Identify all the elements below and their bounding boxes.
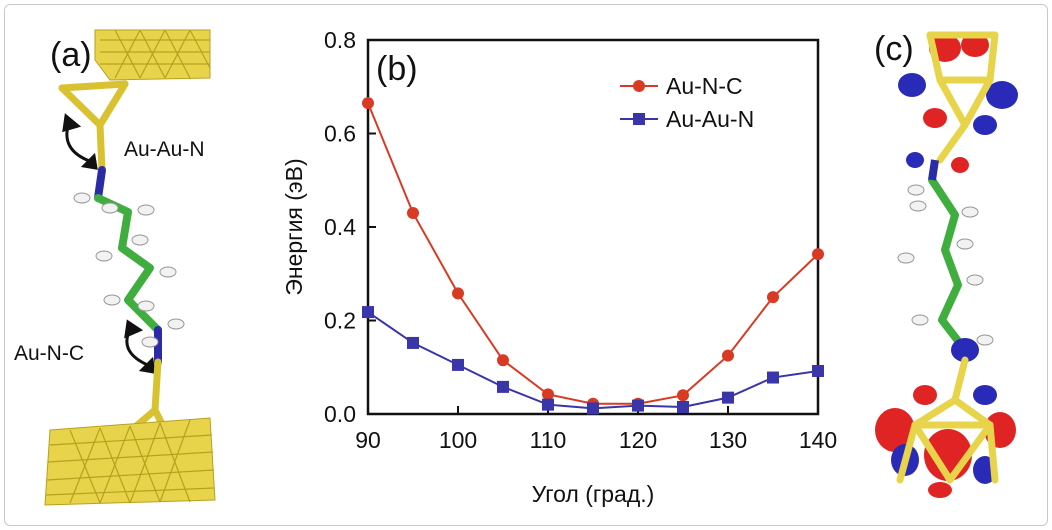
bottom-orbital-cluster xyxy=(875,356,1016,498)
panel-a-label: (a) xyxy=(50,36,92,74)
molecule-chain xyxy=(73,166,185,366)
angle-arrow-top xyxy=(62,113,98,170)
bottom-gold-electrode xyxy=(44,417,216,506)
top-apex-gold xyxy=(58,80,129,174)
top-orbital-cluster xyxy=(898,31,1018,164)
au-n-c-label: Au-N-C xyxy=(14,342,85,365)
panel-c-label: (c) xyxy=(874,30,914,68)
angle-arrow-bottom xyxy=(124,319,156,374)
top-gold-electrode xyxy=(94,29,211,81)
chain-orbitals xyxy=(897,152,994,362)
au-au-n-label: Au-Au-N xyxy=(124,138,205,161)
molecule-junction-diagram xyxy=(44,29,216,506)
